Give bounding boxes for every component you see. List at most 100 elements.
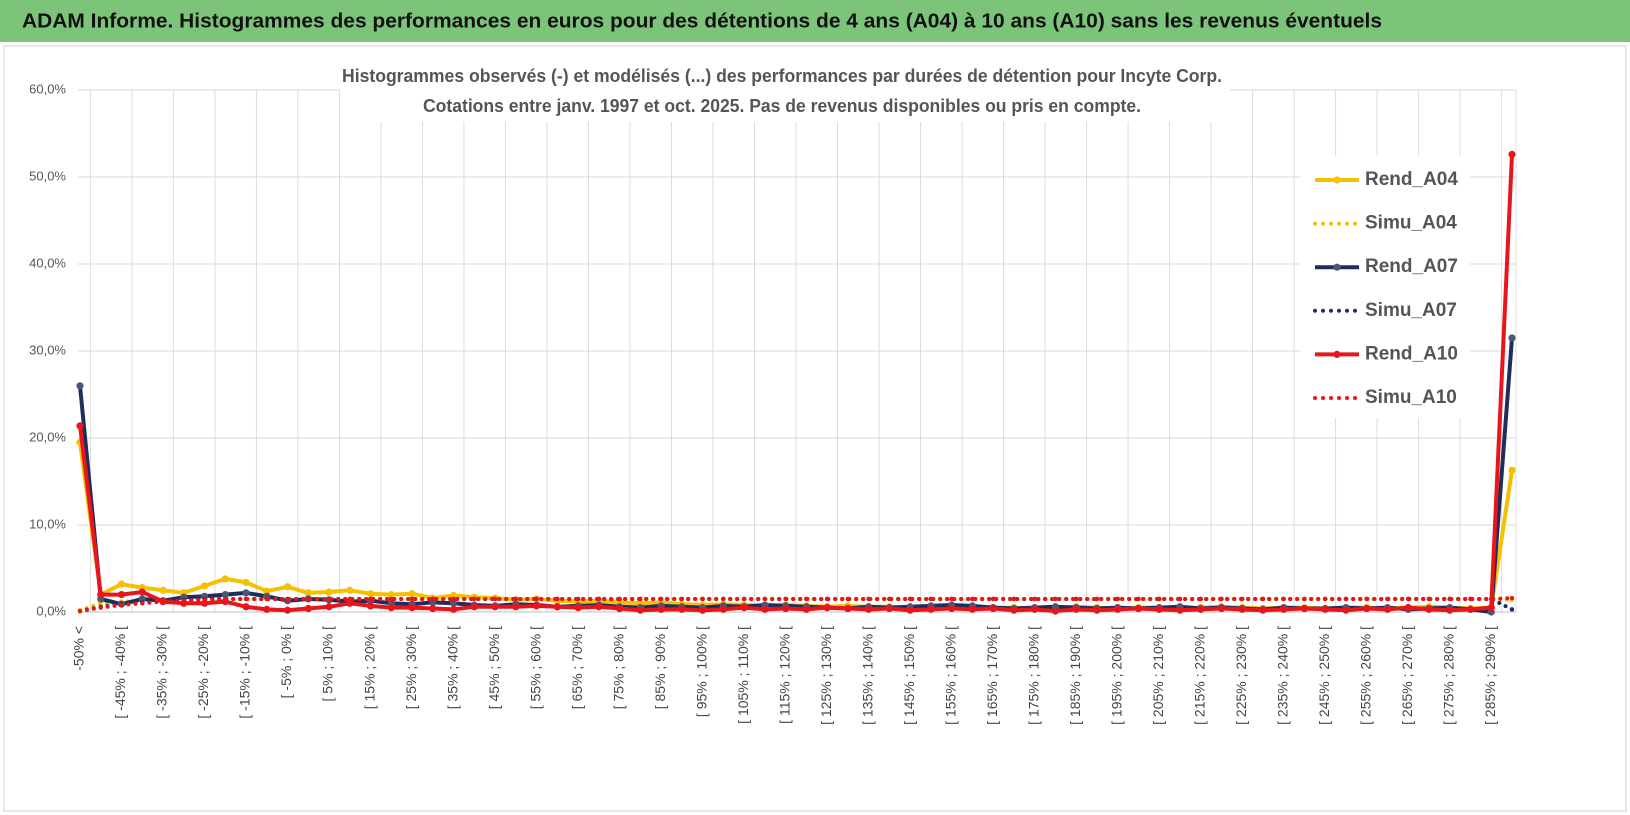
data-point (1259, 606, 1267, 614)
data-point (928, 596, 934, 602)
data-point (596, 596, 602, 602)
x-tick-label: [ 105% ; 110% [ (735, 626, 751, 724)
data-point (1010, 606, 1018, 614)
data-point (1364, 596, 1369, 602)
data-point (1509, 607, 1515, 612)
data-point (1051, 607, 1060, 615)
legend-marker (1333, 263, 1341, 271)
data-point (1219, 596, 1224, 602)
x-tick-label: [ 255% ; 260% [ (1357, 626, 1373, 725)
data-point (1115, 596, 1120, 602)
data-point (699, 606, 707, 614)
data-point (1404, 604, 1412, 612)
y-tick-label: 20,0% (29, 429, 66, 444)
x-tick-label: [ 145% ; 150% [ (901, 626, 917, 725)
x-tick-label: [ 85% ; 90% [ (652, 626, 668, 709)
x-tick-label: [ 245% ; 250% [ (1316, 626, 1332, 725)
data-point (346, 599, 354, 607)
x-tick-label: [ -5% ; 0% [ (278, 626, 294, 698)
x-tick-label: [ 175% ; 180% [ (1025, 626, 1041, 725)
data-point (719, 605, 727, 613)
data-point (1509, 595, 1515, 601)
x-tick-label: [ 125% ; 130% [ (818, 626, 834, 725)
data-point (823, 604, 831, 612)
data-point (1114, 605, 1122, 613)
data-point (1426, 596, 1432, 602)
data-point (783, 596, 788, 602)
legend-marker (1333, 350, 1341, 358)
chart-frame (3, 45, 1627, 812)
data-point (160, 599, 166, 604)
data-point (1468, 596, 1473, 602)
data-point (304, 589, 312, 597)
data-point (347, 596, 352, 602)
banner (0, 0, 1630, 42)
data-point (906, 606, 914, 614)
data-point (429, 598, 437, 607)
data-point (1136, 596, 1141, 602)
data-point (907, 596, 913, 602)
data-point (325, 603, 333, 611)
data-point (636, 606, 644, 614)
data-point (117, 580, 126, 588)
data-point (845, 596, 851, 602)
data-point (1302, 596, 1307, 602)
data-point (574, 604, 582, 612)
data-point (285, 596, 290, 602)
data-point (1487, 604, 1495, 612)
data-point (202, 597, 207, 603)
data-point (1238, 605, 1246, 613)
data-point (1508, 466, 1516, 474)
data-point (97, 591, 105, 599)
data-point (368, 596, 373, 602)
data-point (409, 596, 415, 602)
data-point (366, 602, 375, 610)
data-point (802, 605, 810, 613)
data-point (263, 587, 271, 595)
data-point (948, 604, 956, 613)
chart-title: Histogrammes observés (-) et modélisés (… (342, 66, 1222, 86)
data-point (76, 382, 84, 390)
x-tick-label: [ 115% ; 120% [ (776, 626, 792, 724)
x-tick-label: [ -35% ; -30% [ (154, 626, 170, 719)
data-point (1072, 605, 1080, 613)
data-point (242, 578, 250, 587)
data-point (885, 604, 893, 613)
x-tick-label: [ -45% ; -40% [ (112, 626, 128, 719)
data-point (242, 589, 250, 597)
x-tick-label: [ 135% ; 140% [ (859, 626, 875, 725)
data-point (615, 604, 624, 613)
data-point (221, 591, 229, 599)
data-point (595, 603, 603, 611)
data-point (1031, 605, 1039, 613)
data-point (98, 605, 103, 610)
data-point (389, 596, 394, 602)
data-point (534, 596, 539, 602)
data-point (678, 605, 686, 613)
x-tick-label: [ 15% ; 20% [ (361, 626, 377, 709)
legend-label: Simu_A10 (1365, 387, 1457, 408)
data-point (283, 583, 292, 591)
data-point (1363, 604, 1371, 613)
data-point (451, 596, 456, 602)
data-point (470, 603, 478, 611)
data-point (513, 596, 519, 602)
legend-label: Rend_A04 (1365, 169, 1458, 190)
y-tick-label: 30,0% (29, 342, 66, 357)
data-point (1466, 605, 1475, 613)
data-point (263, 605, 271, 613)
x-tick-label: [ 35% ; 40% [ (444, 626, 460, 709)
data-point (472, 596, 477, 602)
data-point (1177, 596, 1183, 602)
data-point (741, 596, 747, 602)
data-point (1134, 604, 1143, 613)
data-point (326, 596, 332, 602)
x-tick-label: [ 5% ; 10% [ (320, 626, 336, 702)
data-point (638, 596, 643, 602)
data-point (1011, 596, 1017, 602)
x-tick-label: [ 215% ; 220% [ (1191, 626, 1207, 725)
x-tick-label: [ 165% ; 170% [ (984, 626, 1000, 725)
data-point (1093, 606, 1101, 614)
data-point (1508, 334, 1516, 342)
